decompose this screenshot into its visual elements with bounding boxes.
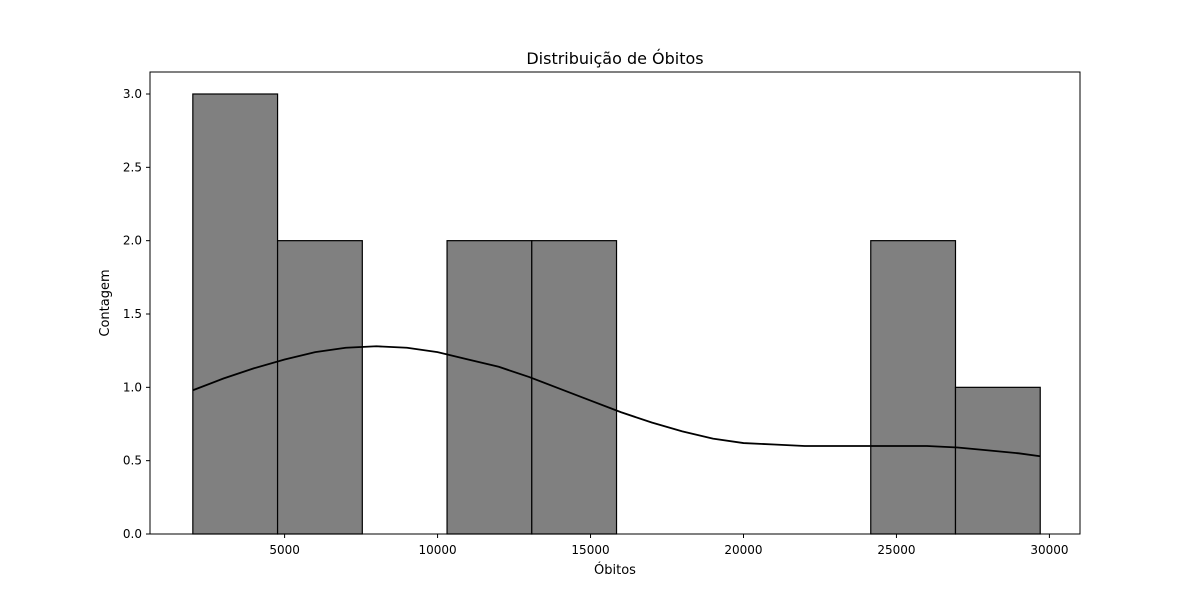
y-tick-label: 2.5 (123, 160, 142, 174)
x-tick-label: 25000 (877, 543, 915, 557)
y-tick-label: 1.0 (123, 380, 142, 394)
x-tick-label: 5000 (269, 543, 300, 557)
y-axis-label: Contagem (98, 269, 113, 336)
y-tick-label: 1.5 (123, 307, 142, 321)
x-tick-label: 15000 (571, 543, 609, 557)
x-tick-label: 20000 (724, 543, 762, 557)
histogram-bar-1 (276, 240, 363, 535)
x-axis-ticks: 5000 10000 15000 20000 25000 30000 (269, 534, 1069, 557)
x-tick-label: 30000 (1030, 543, 1068, 557)
histogram-bars (192, 93, 1041, 535)
plot-frame (149, 71, 1081, 535)
chart-title: Distribuição de Óbitos (526, 49, 703, 68)
y-tick-label: 0.5 (123, 454, 142, 468)
y-axis-ticks: 0.0 0.5 1.0 1.5 2.0 2.5 3.0 (123, 87, 150, 541)
histogram-bar-8 (870, 240, 957, 535)
kde-curve (192, 345, 1041, 458)
y-tick-label: 3.0 (123, 87, 142, 101)
histogram-bar-0 (192, 93, 279, 535)
histogram-bar-3 (446, 240, 533, 535)
y-tick-label: 2.0 (123, 234, 142, 248)
x-axis-label: Óbitos (594, 562, 636, 578)
y-tick-label: 0.0 (123, 527, 142, 541)
histogram-bar-9 (954, 386, 1041, 535)
x-tick-label: 10000 (418, 543, 456, 557)
histogram-bar-4 (531, 240, 618, 535)
